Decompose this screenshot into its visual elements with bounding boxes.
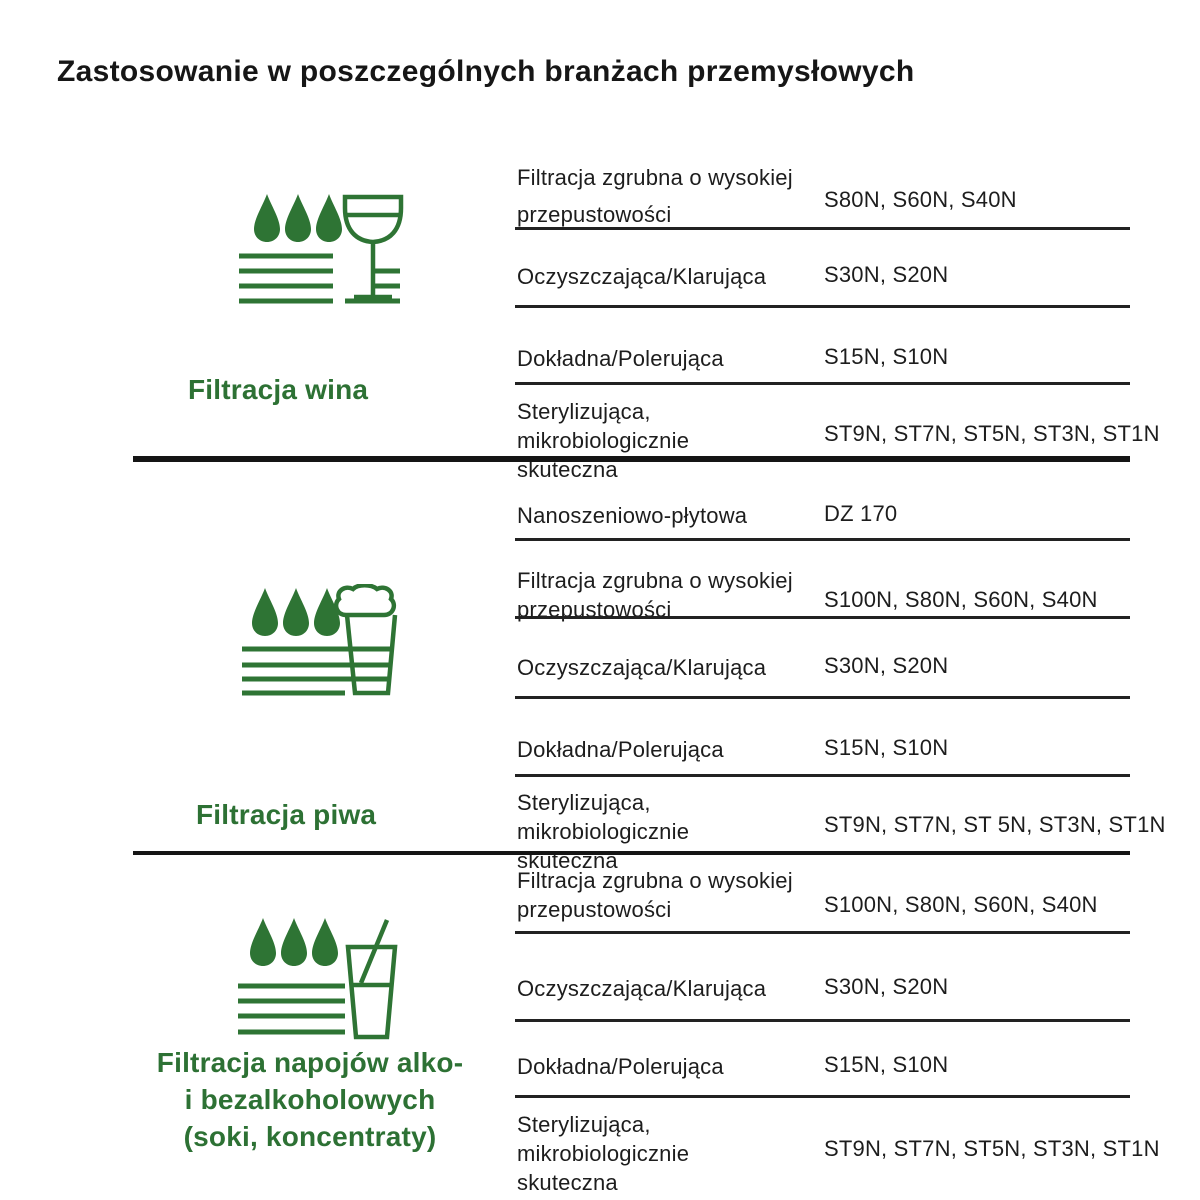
filtration-type: Filtracja zgrubna o wysokiej przepustowo… [517,868,793,922]
filtration-type: Oczyszczająca/Klarująca [517,976,767,1001]
straw-icon [358,919,390,984]
product-codes: ST9N, ST7N, ST 5N, ST3N, ST1N [824,812,1166,837]
juice-glass-drops-icon [238,918,398,1040]
row-divider [515,774,1130,777]
row-divider [515,227,1130,230]
beer-glass-drops-icon [242,584,398,696]
product-codes: ST9N, ST7N, ST5N, ST3N, ST1N [824,1136,1160,1161]
drop-icon [314,588,340,636]
filtration-type: Dokładna/Polerująca [517,1054,724,1079]
drop-icon [250,918,276,966]
row-divider [515,931,1130,934]
filtration-type: Dokładna/Polerująca [517,346,724,371]
drop-icon [283,588,309,636]
drop-icon [312,918,338,966]
product-codes: S30N, S20N [824,974,949,999]
filtration-type: Sterylizująca, mikrobiologicznie skutecz… [517,1112,690,1195]
filtration-type: Oczyszczająca/Klarująca [517,655,767,680]
product-codes: S15N, S10N [824,1052,949,1077]
section-label-juice: Filtracja napojów alko- i bezalkoholowyc… [156,1047,464,1152]
product-codes: S100N, S80N, S60N, S40N [824,587,1098,612]
row-divider [515,1095,1130,1098]
row-divider [515,616,1130,619]
row-divider [515,696,1130,699]
section-divider [133,456,1130,462]
product-codes: S30N, S20N [824,653,949,678]
product-codes: DZ 170 [824,501,898,526]
drop-icon [316,194,342,242]
row-divider [515,1019,1130,1022]
product-codes: S100N, S80N, S60N, S40N [824,892,1098,917]
filtration-type: Nanoszeniowo-płytowa [517,503,748,528]
filtration-type: Filtracja zgrubna o wysokiej przepustowo… [517,165,793,227]
filtration-type: Sterylizująca, mikrobiologicznie skutecz… [517,399,690,482]
drop-icon [285,194,311,242]
drop-icon [254,194,280,242]
product-codes: S80N, S60N, S40N [824,187,1017,212]
section-label-wine: Filtracja wina [188,374,369,405]
row-divider [515,538,1130,541]
filtration-type: Sterylizująca, mikrobiologicznie skutecz… [517,790,690,873]
drop-icon [252,588,278,636]
section-label-beer: Filtracja piwa [196,799,377,830]
product-codes: S15N, S10N [824,735,949,760]
filtration-type: Dokładna/Polerująca [517,737,724,762]
product-codes: S30N, S20N [824,262,949,287]
row-divider [515,305,1130,308]
drop-icon [281,918,307,966]
product-codes: S15N, S10N [824,344,949,369]
section-divider [133,851,1130,855]
wine-glass-drops-icon [239,194,404,304]
row-divider [515,382,1130,385]
page-title: Zastosowanie w poszczególnych branżach p… [57,55,915,88]
filtration-type: Oczyszczająca/Klarująca [517,264,767,289]
product-codes: ST9N, ST7N, ST5N, ST3N, ST1N [824,421,1160,446]
